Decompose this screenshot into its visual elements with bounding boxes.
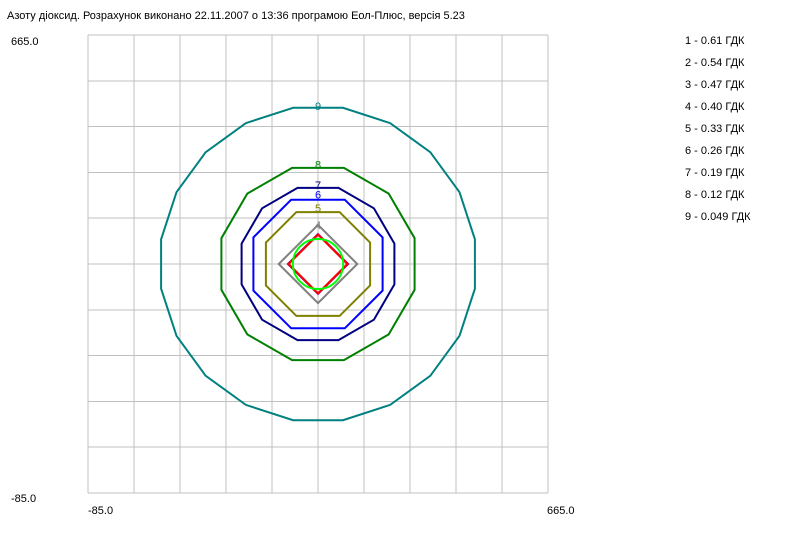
legend-item: 6 - 0.26 ГДК [685, 145, 745, 157]
contour-label-9: 9 [315, 101, 321, 113]
contour-label-8: 8 [315, 159, 321, 171]
legend-item: 4 - 0.40 ГДК [685, 101, 745, 113]
contour-line-7 [240, 186, 396, 342]
legend-item: 7 - 0.19 ГДК [685, 167, 745, 179]
y-axis-min-label: -85.0 [11, 493, 37, 505]
legend-item: 5 - 0.33 ГДК [685, 123, 745, 135]
legend-item: 2 - 0.54 ГДК [685, 57, 745, 69]
contour-line-8 [220, 166, 416, 362]
contour-line-3 [287, 233, 349, 295]
x-axis-min-label: -85.0 [88, 505, 114, 517]
legend-item: 8 - 0.12 ГДК [685, 189, 745, 201]
y-axis-max-label: 665.0 [11, 36, 39, 48]
contour-label-6: 6 [315, 189, 321, 201]
contour-line-9 [160, 106, 476, 422]
legend-item: 1 - 0.61 ГДК [685, 35, 745, 47]
x-axis-max-label: 665.0 [547, 505, 575, 517]
legend-item: 3 - 0.47 ГДК [685, 79, 745, 91]
contour-line-1 [291, 237, 345, 291]
chart-title: Азоту діоксид. Розрахунок виконано 22.11… [7, 10, 465, 22]
contour-label-5: 5 [315, 203, 321, 215]
contour-label-4: 4 [315, 220, 321, 232]
legend-item: 9 - 0.049 ГДК [685, 211, 751, 223]
contour-label-7: 7 [315, 180, 321, 192]
legend: 1 - 0.61 ГДК 2 - 0.54 ГДК 3 - 0.47 ГДК 4… [685, 35, 751, 233]
contour-line-4 [277, 223, 359, 305]
contour-line-5 [264, 211, 372, 317]
contour-line-6 [252, 198, 384, 330]
